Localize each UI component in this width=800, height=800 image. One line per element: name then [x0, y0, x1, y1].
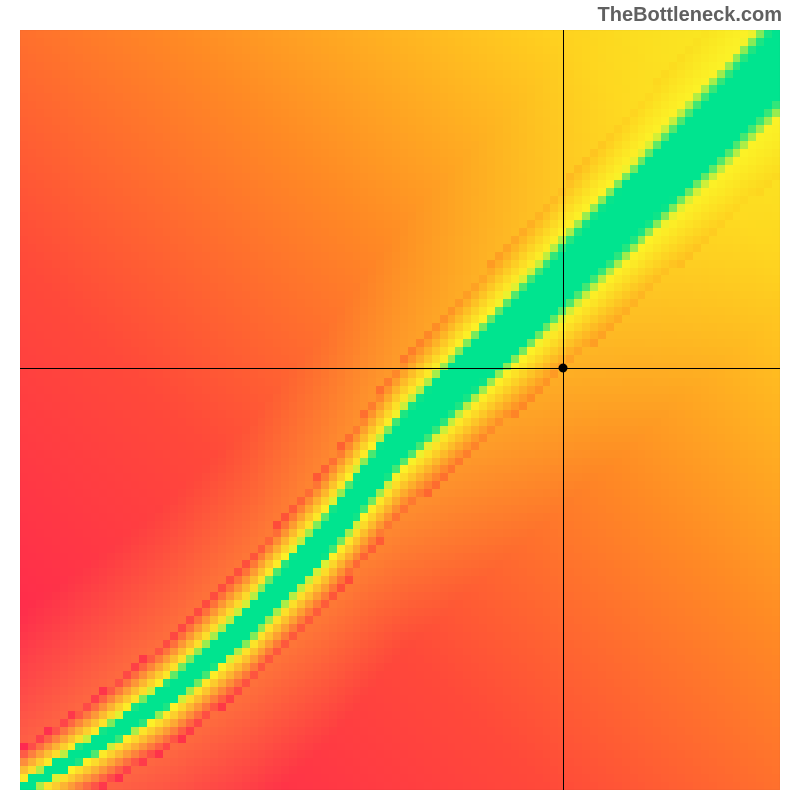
heatmap-canvas [20, 30, 780, 790]
heatmap-plot [20, 30, 780, 790]
crosshair-vertical [563, 30, 564, 790]
crosshair-horizontal [20, 368, 780, 369]
crosshair-marker-dot [559, 364, 568, 373]
watermark-text: TheBottleneck.com [598, 4, 782, 27]
